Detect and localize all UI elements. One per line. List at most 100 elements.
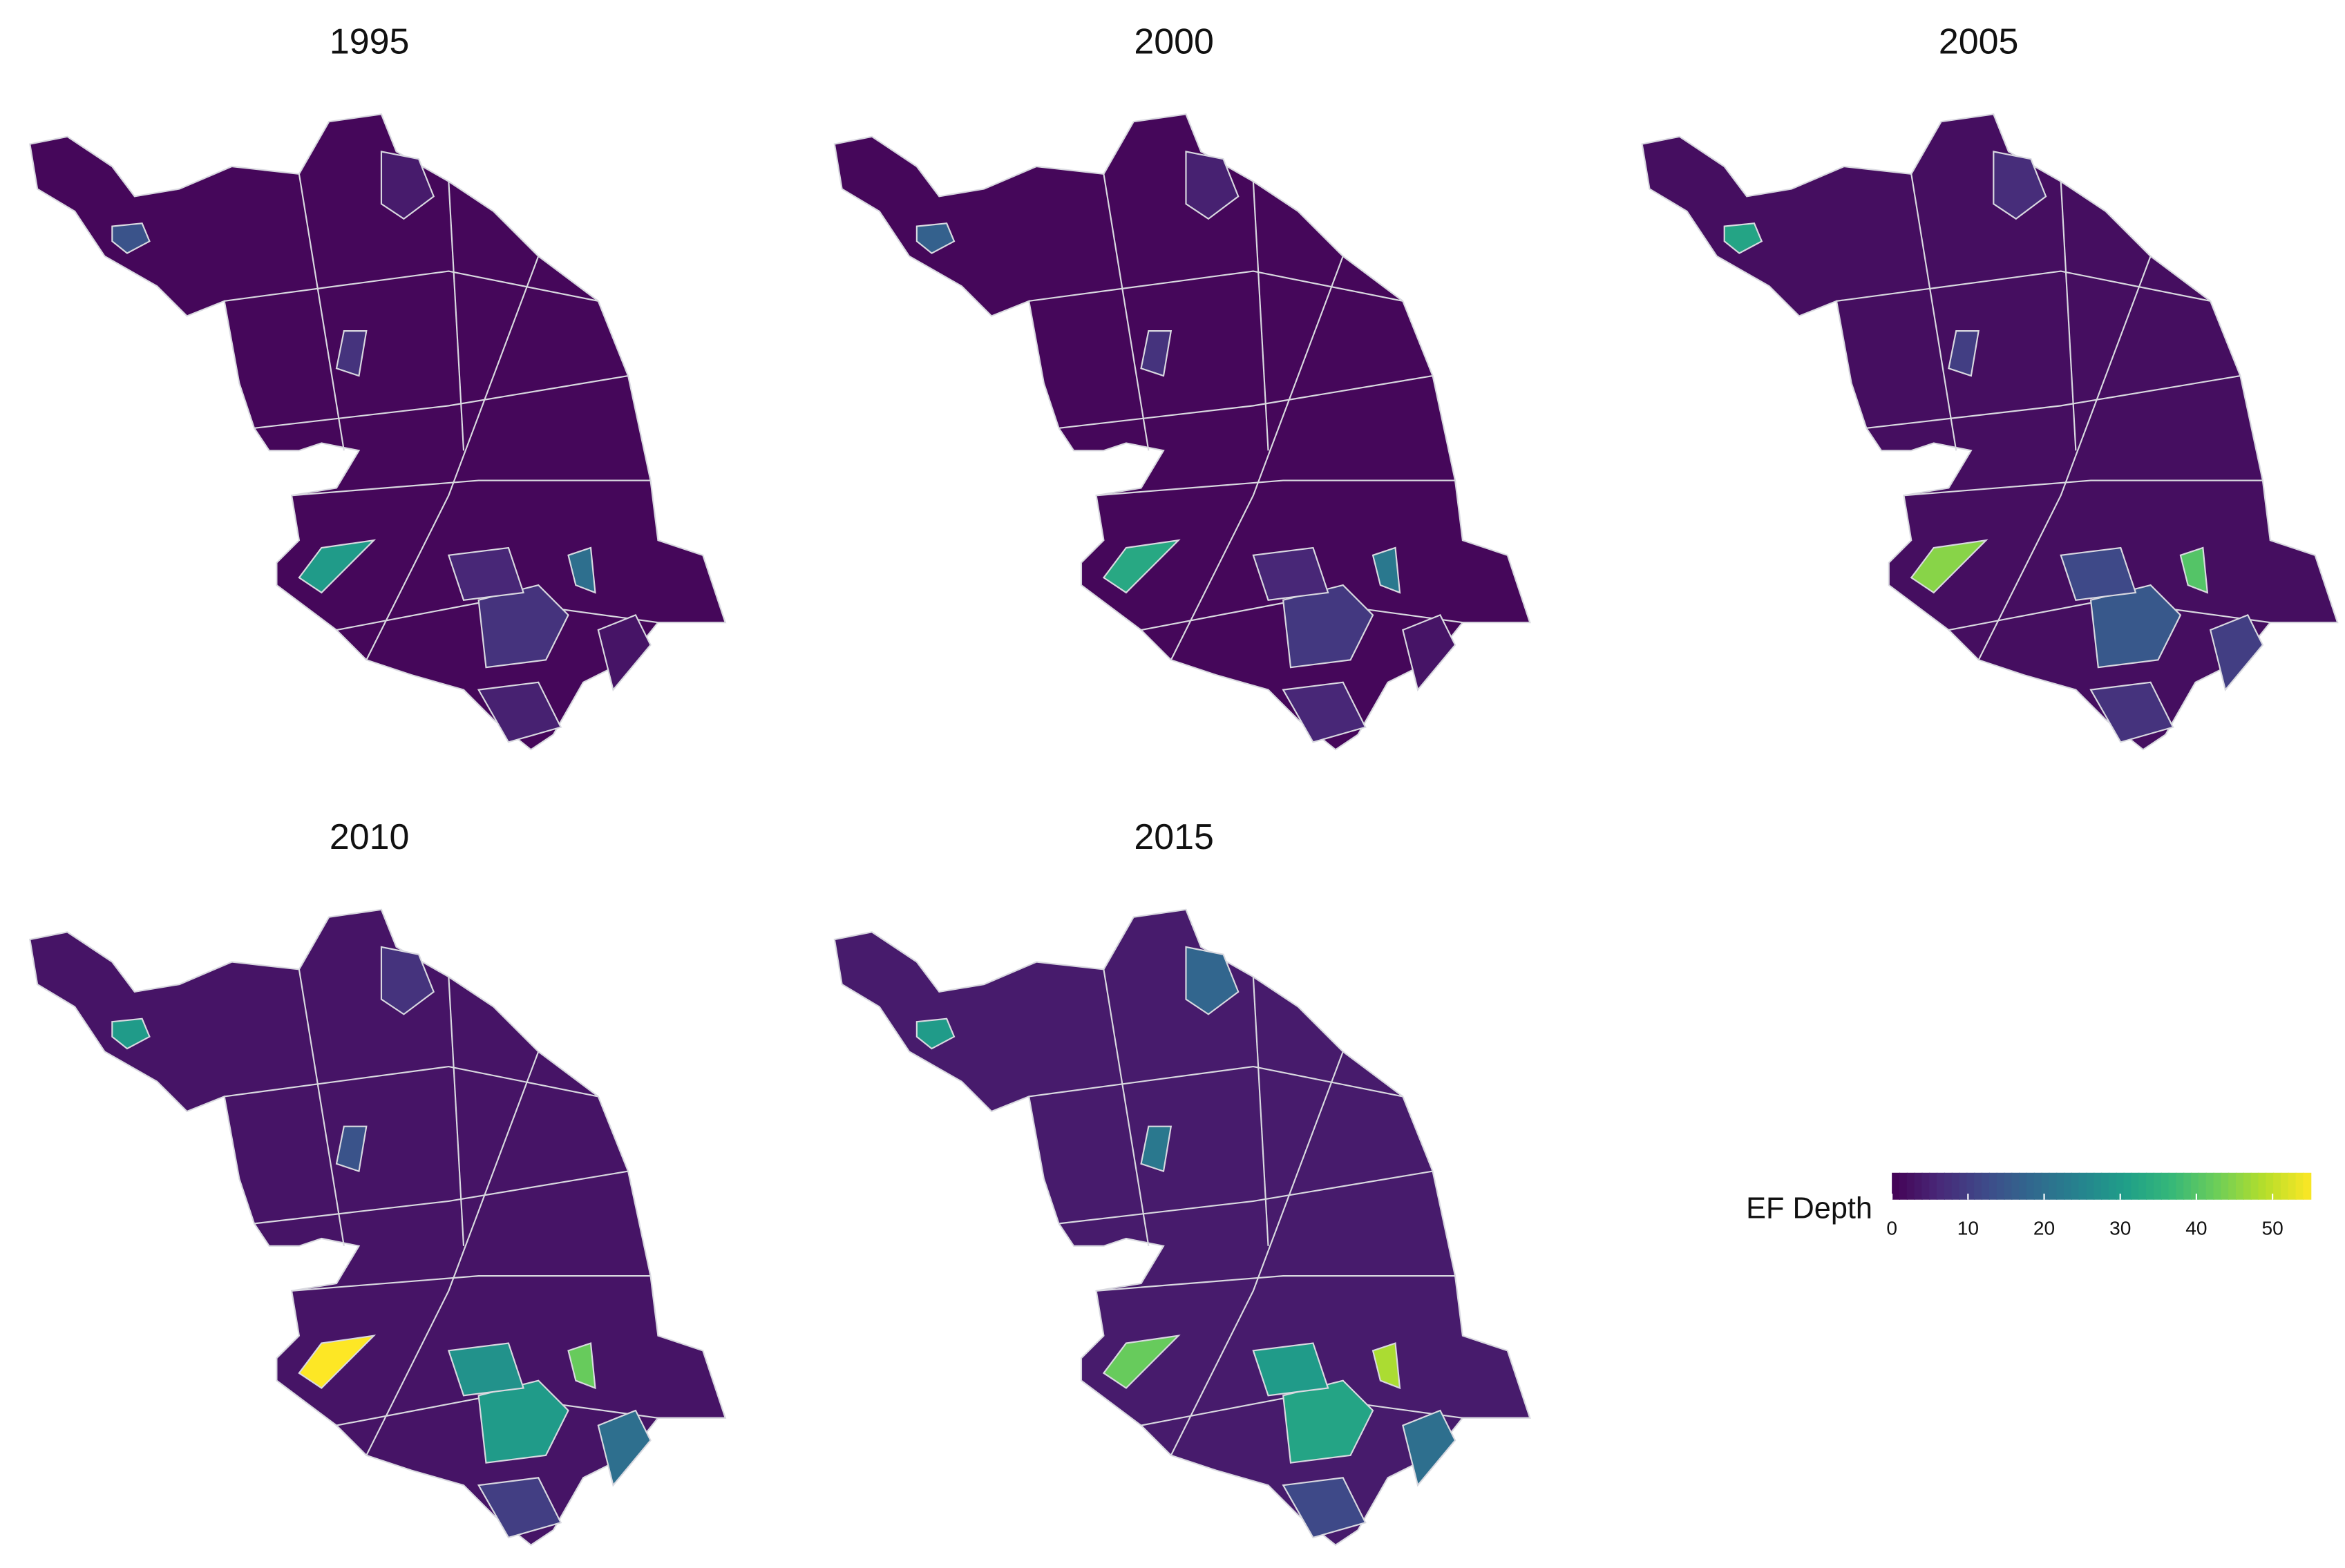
colorbar-segment: [2191, 1172, 2199, 1200]
boundary: [1029, 1066, 1403, 1098]
colorbar-segment: [2303, 1172, 2312, 1200]
province-base: [29, 908, 727, 1547]
colorbar-segment: [1974, 1172, 1983, 1200]
region: [1402, 614, 1456, 691]
map-panel: 2015: [833, 817, 1531, 1547]
colorbar-segment: [1906, 1172, 1915, 1200]
province-base: [833, 908, 1531, 1547]
colorbar-segment: [2116, 1172, 2125, 1200]
colorbar-segment: [1966, 1172, 1975, 1200]
boundary: [2060, 181, 2077, 451]
region: [1371, 546, 1401, 594]
map-title: 2005: [1939, 21, 2019, 61]
region: [1140, 330, 1172, 377]
region: [2209, 614, 2264, 691]
colorbar-segment: [2258, 1172, 2267, 1200]
region: [2089, 584, 2182, 669]
map-panel: 1995: [29, 21, 727, 751]
colorbar-segment: [2019, 1172, 2028, 1200]
colorbar-segment: [2213, 1172, 2222, 1200]
colorbar-segment: [1929, 1172, 1938, 1200]
boundary: [1903, 479, 2263, 497]
region: [567, 1342, 596, 1390]
colorbar-segment: [2101, 1172, 2110, 1200]
region: [477, 1477, 562, 1539]
colorbar-segment: [2078, 1172, 2087, 1200]
colorbar-segment: [2064, 1172, 2072, 1200]
region: [111, 1017, 151, 1050]
colorbar-segment: [1937, 1172, 1945, 1200]
region: [1402, 1409, 1456, 1487]
boundary: [1866, 375, 2241, 429]
boundary: [1058, 375, 1433, 429]
region: [2089, 681, 2174, 743]
boundary: [1910, 173, 1957, 451]
colorbar-segment: [2250, 1172, 2259, 1200]
boundary: [1836, 270, 2211, 302]
region: [1185, 946, 1240, 1015]
map-panel: 2005: [1641, 21, 2339, 751]
boundary: [1170, 1051, 1344, 1456]
colorbar-segment: [2235, 1172, 2244, 1200]
region: [2179, 546, 2209, 594]
map-panel: 2010: [29, 817, 727, 1547]
region: [1910, 539, 1988, 594]
boundary: [1058, 1170, 1433, 1225]
colorbar-segment: [2041, 1172, 2050, 1200]
region: [298, 1335, 377, 1389]
colorbar-segment: [2295, 1172, 2304, 1200]
colorbar-segment: [2183, 1172, 2192, 1200]
colorbar-segment: [1996, 1172, 2005, 1200]
region: [915, 1017, 956, 1050]
colorbar-segment: [2131, 1172, 2140, 1200]
region: [1723, 222, 1763, 254]
region: [447, 1342, 525, 1397]
region: [298, 539, 377, 594]
boundary: [254, 1170, 629, 1225]
region: [335, 1125, 368, 1173]
boundary: [1252, 977, 1269, 1246]
legend-title: EF Depth: [1746, 1192, 1872, 1225]
province-base: [29, 113, 727, 751]
region: [477, 1379, 569, 1464]
colorbar-segment: [1951, 1172, 1960, 1200]
colorbar-segment: [2243, 1172, 2252, 1200]
boundary: [298, 969, 345, 1247]
colorbar-tick-label: 40: [2185, 1217, 2207, 1239]
colorbar-segment: [2056, 1172, 2065, 1200]
region: [1140, 1125, 1172, 1173]
map-panel: 2000: [833, 21, 1531, 751]
region: [447, 546, 525, 601]
colorbar-segment: [2123, 1172, 2132, 1200]
boundary: [224, 270, 599, 302]
province-base: [833, 113, 1531, 751]
region: [1993, 151, 2047, 220]
boundary: [448, 977, 465, 1246]
colorbar-segment: [1982, 1172, 1990, 1200]
region: [567, 546, 596, 594]
region: [1282, 1379, 1374, 1464]
colorbar-tick-label: 20: [2033, 1217, 2055, 1239]
boundary: [1029, 270, 1403, 302]
colorbar-segment: [2071, 1172, 2080, 1200]
boundary: [1103, 173, 1150, 451]
colorbar-segment: [2273, 1172, 2282, 1200]
map-title: 2000: [1134, 21, 1214, 61]
colorbar-segment: [1959, 1172, 1968, 1200]
region: [597, 614, 652, 691]
region: [380, 946, 435, 1015]
region: [1282, 1477, 1367, 1539]
region: [1282, 584, 1374, 669]
colorbar-segment: [2138, 1172, 2147, 1200]
boundary: [365, 256, 540, 660]
boundary: [1170, 256, 1344, 660]
colorbar-segment: [2221, 1172, 2230, 1200]
colorbar-segment: [2205, 1172, 2214, 1200]
map-title: 2010: [330, 817, 410, 857]
boundary: [291, 1275, 651, 1292]
colorbar-segment: [2176, 1172, 2185, 1200]
region: [335, 330, 368, 377]
colorbar-segment: [1914, 1172, 1923, 1200]
boundary: [365, 1051, 540, 1456]
